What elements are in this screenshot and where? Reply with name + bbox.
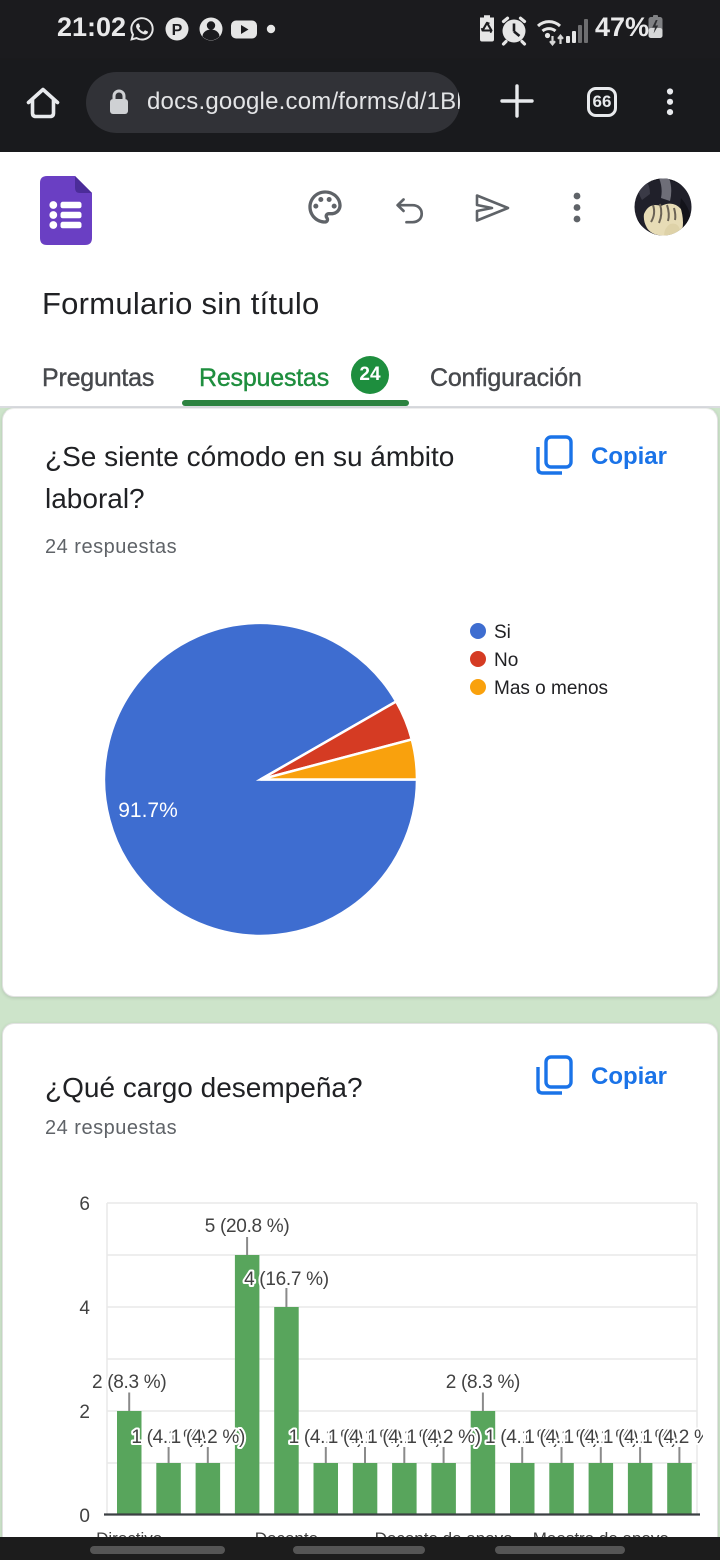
svg-text:4: 4 [79,1298,90,1319]
svg-text:4 (16.7 %): 4 (16.7 %) [244,1269,329,1290]
svg-text:5 (20.8 %): 5 (20.8 %) [205,1216,290,1237]
svg-text:P: P [172,22,183,39]
svg-text:Si: Si [494,622,511,643]
svg-text:91.7%: 91.7% [118,799,178,822]
svg-text:1 (4.2 %): 1 (4.2 %) [171,1427,245,1448]
svg-text:1 (4.1 %): 1 (4.1 %) [367,1427,441,1448]
svg-text:1 (4.2 %): 1 (4.2 %) [406,1427,480,1448]
svg-text:1 (4.1 %): 1 (4.1 %) [131,1427,205,1448]
svg-text:1 (4.1 %): 1 (4.1 %) [289,1427,363,1448]
svg-text:1 (4.1 %): 1 (4.1 %) [603,1427,677,1448]
svg-text:1 (4.2 %): 1 (4.2 %) [642,1427,703,1448]
svg-text:6: 6 [79,1194,90,1215]
svg-text:2 (8.3 %): 2 (8.3 %) [446,1372,520,1393]
svg-text:0: 0 [79,1506,90,1527]
svg-text:Mas o menos: Mas o menos [494,678,608,699]
svg-text:1 (4.1 %): 1 (4.1 %) [524,1427,598,1448]
svg-text:2: 2 [79,1402,90,1423]
svg-text:2 (8.3 %): 2 (8.3 %) [92,1372,166,1393]
svg-text:1 (4.1 %): 1 (4.1 %) [564,1427,638,1448]
svg-text:1 (4.1 %): 1 (4.1 %) [328,1427,402,1448]
svg-text:No: No [494,650,518,671]
svg-text:1 (4.1 %): 1 (4.1 %) [485,1427,559,1448]
